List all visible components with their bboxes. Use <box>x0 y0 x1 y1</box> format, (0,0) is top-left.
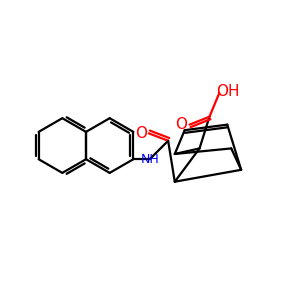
Text: NH: NH <box>140 153 159 166</box>
Text: OH: OH <box>216 84 239 99</box>
Text: O: O <box>135 126 147 141</box>
Text: O: O <box>175 117 187 132</box>
